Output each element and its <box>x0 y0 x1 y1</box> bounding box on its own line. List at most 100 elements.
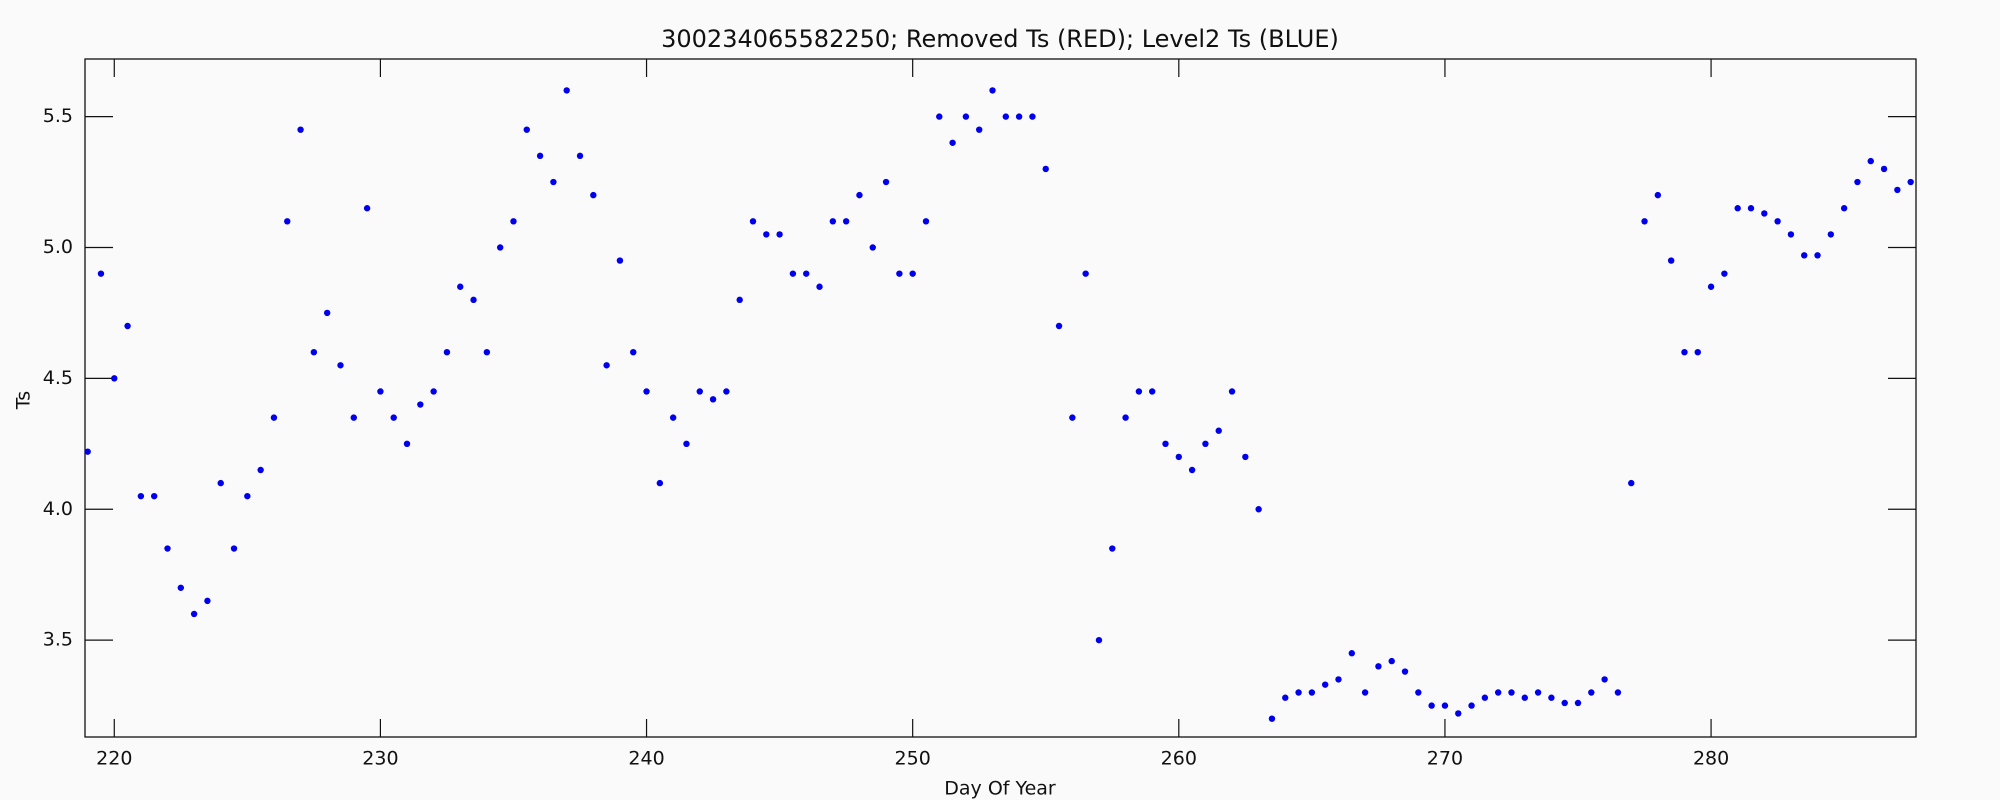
data-point <box>1401 668 1409 675</box>
data-point <box>190 610 198 618</box>
plot-frame <box>84 58 1917 738</box>
data-point <box>869 244 876 251</box>
data-point <box>736 296 743 304</box>
y-tick-label: 5.5 <box>43 105 73 127</box>
x-tick-label: 260 <box>1161 748 1197 770</box>
data-point <box>1055 322 1063 330</box>
data-point <box>536 152 544 160</box>
x-tick-label: 280 <box>1693 748 1729 770</box>
data-point <box>1282 694 1289 701</box>
data-point <box>842 218 850 225</box>
data-point <box>1654 191 1662 199</box>
data-point <box>510 218 517 225</box>
data-point <box>896 270 903 277</box>
data-point <box>1188 466 1196 474</box>
data-point <box>1681 348 1688 356</box>
data-point <box>350 414 357 421</box>
data-point <box>230 545 238 552</box>
data-point <box>1588 689 1595 696</box>
data-point <box>962 113 970 120</box>
data-point <box>257 466 264 474</box>
data-point <box>1840 205 1848 212</box>
data-point <box>709 396 717 403</box>
data-point <box>137 492 145 500</box>
data-point <box>1827 231 1835 238</box>
data-point <box>1667 257 1675 264</box>
data-point <box>922 218 930 225</box>
x-axis-label: Day Of Year <box>944 778 1056 800</box>
data-point <box>882 178 890 186</box>
data-point <box>1707 283 1715 290</box>
data-point <box>590 191 597 199</box>
data-point <box>204 597 211 605</box>
data-point <box>1148 388 1156 395</box>
y-tick-label: 4.5 <box>43 367 73 389</box>
data-point <box>457 283 464 290</box>
data-point <box>1228 388 1236 395</box>
data-point <box>563 87 570 94</box>
data-point <box>1441 702 1449 709</box>
data-point <box>1135 388 1143 395</box>
data-point <box>643 388 650 395</box>
x-tick-label: 220 <box>96 748 132 770</box>
data-point <box>630 348 637 356</box>
data-point <box>1295 689 1302 696</box>
data-point <box>483 348 491 356</box>
data-point <box>97 270 105 277</box>
data-point <box>803 270 810 277</box>
data-point <box>1082 270 1089 277</box>
data-point <box>1534 689 1542 696</box>
chart-title: 300234065582250; Removed Ts (RED); Level… <box>661 25 1339 53</box>
data-point <box>430 388 437 395</box>
data-point <box>1880 165 1888 173</box>
data-point <box>284 218 291 225</box>
data-point <box>1574 699 1582 707</box>
data-point <box>1641 218 1648 225</box>
data-point <box>683 440 690 448</box>
data-point <box>164 545 171 552</box>
data-point <box>1494 689 1502 696</box>
data-point <box>1907 178 1914 186</box>
data-point <box>1894 186 1901 194</box>
data-point <box>1242 453 1249 461</box>
data-point <box>723 388 730 395</box>
data-point <box>989 87 996 94</box>
data-point <box>496 244 504 251</box>
data-point <box>1601 676 1608 683</box>
data-point <box>150 492 158 500</box>
data-point <box>1095 636 1103 644</box>
data-point <box>1867 157 1874 165</box>
data-point <box>403 440 411 448</box>
data-point <box>1455 710 1462 717</box>
data-point <box>1548 694 1555 701</box>
data-point <box>669 414 677 421</box>
data-point <box>1801 252 1808 259</box>
data-point <box>856 191 863 199</box>
data-point <box>177 584 185 591</box>
data-point <box>789 270 797 277</box>
data-point <box>1375 663 1382 670</box>
data-point <box>1215 427 1222 434</box>
data-point <box>1774 218 1781 225</box>
data-point <box>1122 414 1129 421</box>
data-point <box>1481 694 1489 701</box>
data-point <box>1348 650 1355 657</box>
data-point <box>1508 689 1515 696</box>
data-point <box>1029 113 1036 120</box>
data-point <box>816 283 823 290</box>
data-point <box>1561 699 1568 707</box>
data-point <box>217 479 224 487</box>
data-point <box>763 231 770 238</box>
data-point <box>1002 113 1010 120</box>
data-point <box>1747 205 1755 212</box>
data-point <box>576 152 584 160</box>
data-point <box>390 414 397 421</box>
data-point <box>470 296 477 304</box>
data-point <box>1015 113 1023 120</box>
data-point <box>1415 689 1422 696</box>
data-point <box>749 218 757 225</box>
data-point <box>1308 689 1316 696</box>
y-tick-label: 3.5 <box>43 629 73 651</box>
x-tick-label: 230 <box>362 748 398 770</box>
